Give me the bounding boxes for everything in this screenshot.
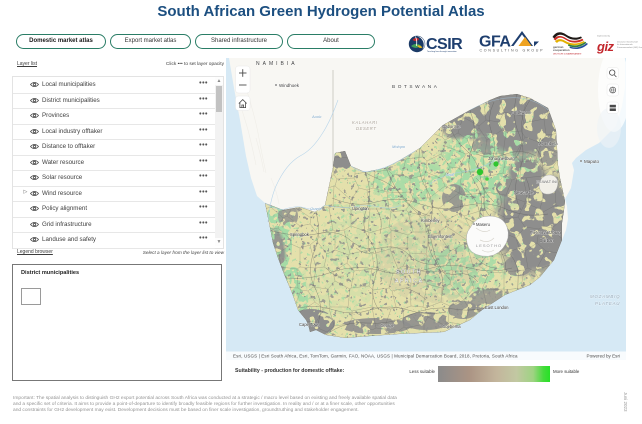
svg-text:Auob: Auob [311,114,322,119]
svg-text:Bloemfontein: Bloemfontein [428,234,453,239]
svg-text:MOZAMBIQ: MOZAMBIQ [590,294,620,299]
svg-text:german: german [553,45,564,49]
svg-text:Kimberley: Kimberley [421,218,441,223]
svg-text:Johannesburg: Johannesburg [488,156,515,161]
svg-text:Vaal: Vaal [446,172,454,177]
svg-text:Gqeberha: Gqeberha [442,324,461,329]
svg-text:AFRICA: AFRICA [395,279,424,285]
svg-text:KALAHARI: KALAHARI [352,120,378,125]
svg-text:Molopo: Molopo [392,144,406,149]
svg-text:Gaborone: Gaborone [442,124,461,129]
svg-text:ESWATINI: ESWATINI [536,180,558,184]
svg-text:East London: East London [485,305,509,310]
svg-text:DESERT: DESERT [356,126,377,131]
svg-text:George: George [380,323,395,328]
svg-text:SOUTH: SOUTH [396,270,422,276]
svg-text:Springbok: Springbok [290,232,310,237]
svg-text:Maputo: Maputo [584,159,600,164]
svg-text:Deutsche Gesellschaft: Deutsche Gesellschaft [617,41,638,44]
svg-text:Oranje: Oranje [310,206,323,211]
svg-text:DEUTSCHE ZUSAMMENARBEIT: DEUTSCHE ZUSAMMENARBEIT [553,53,582,56]
svg-text:Mbombela: Mbombela [538,141,558,146]
svg-text:CSIR: CSIR [426,36,463,53]
svg-text:NAMIBIA: NAMIBIA [256,61,298,67]
svg-text:Powered by Esri: Powered by Esri [587,353,620,358]
svg-text:Esri, USGS | Esri South Africa: Esri, USGS | Esri South Africa, Esri, To… [233,353,518,358]
svg-text:PLATEAU: PLATEAU [595,301,620,306]
svg-text:CONSULTING GROUP: CONSULTING GROUP [480,49,545,53]
svg-text:LESOTHO: LESOTHO [476,243,502,248]
svg-text:giz: giz [596,39,615,54]
svg-text:BOTSWANA: BOTSWANA [392,84,439,89]
svg-text:Touching lives through innovat: Touching lives through innovation [427,50,457,53]
svg-text:Implemented by: Implemented by [597,34,610,37]
svg-text:Upington: Upington [352,206,369,211]
svg-text:Maseru: Maseru [476,222,491,227]
svg-text:GFA: GFA [479,34,511,51]
svg-text:Windhoek: Windhoek [279,83,300,88]
svg-text:Polokwane: Polokwane [511,110,532,115]
svg-text:Cape Town: Cape Town [299,322,321,327]
svg-text:Zusammenarbeit (GIZ) GmbH: Zusammenarbeit (GIZ) GmbH [617,46,642,49]
svg-text:Newcastle: Newcastle [514,190,534,195]
svg-text:Pietermaritzburg: Pietermaritzburg [530,230,561,235]
svg-text:cooperation: cooperation [553,48,570,52]
svg-text:Durban: Durban [540,238,554,243]
svg-text:für Internationale: für Internationale [617,43,633,46]
